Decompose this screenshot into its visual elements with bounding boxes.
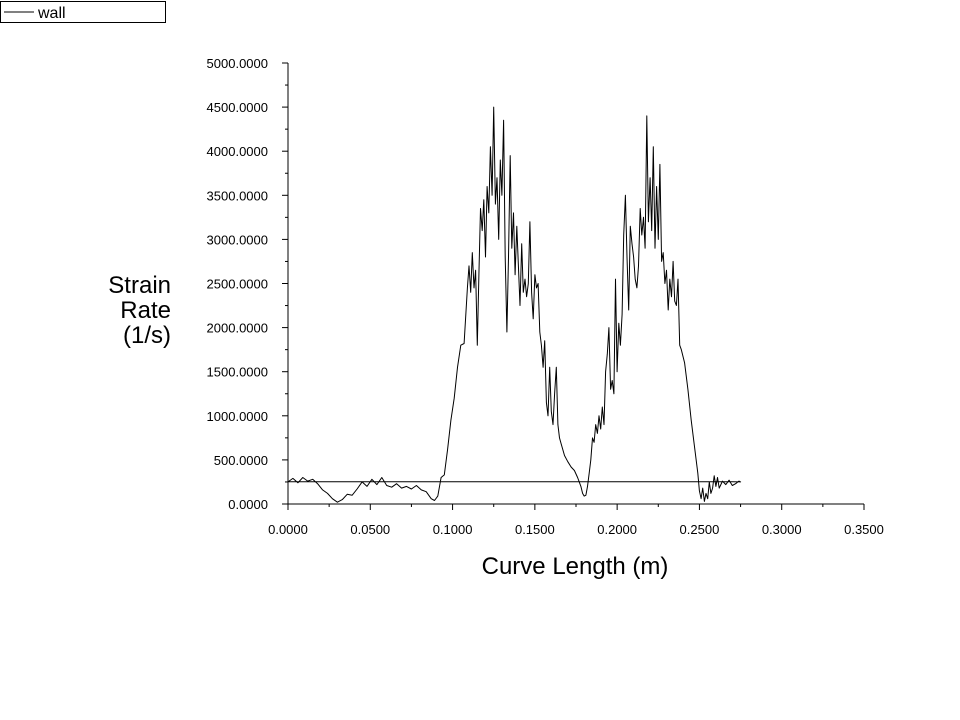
legend-label: wall: [37, 5, 66, 22]
y-axis-title-line-2: Rate: [120, 297, 171, 324]
y-axis-title-line-3: (1/s): [123, 322, 171, 349]
y-tick-label: 2000.0000: [207, 321, 268, 336]
y-axis-title-line-1: Strain: [108, 272, 171, 299]
x-tick-label: 0.2500: [680, 522, 720, 537]
series-line-wall: [287, 106, 742, 503]
y-tick-label: 1500.0000: [207, 365, 268, 380]
y-tick-label: 500.0000: [214, 453, 268, 468]
x-tick-label: 0.3000: [762, 522, 802, 537]
x-tick-label: 0.0000: [268, 522, 308, 537]
x-tick-label: 0.2000: [597, 522, 637, 537]
x-tick-label: 0.1500: [515, 522, 555, 537]
x-tick-label: 0.0500: [350, 522, 390, 537]
y-tick-label: 5000.0000: [207, 56, 268, 71]
x-tick-label: 0.1000: [433, 522, 473, 537]
legend-box: [0, 1, 166, 23]
x-tick-label: 0.3500: [844, 522, 884, 537]
legend: wall: [0, 1, 166, 23]
y-tick-label: 4500.0000: [207, 100, 268, 115]
y-ticks: 0.0000 500.0000 1000.0000 1500.0000 2000.000…: [207, 56, 288, 512]
x-axis-title: Curve Length (m): [482, 553, 669, 580]
y-tick-label: 3500.0000: [207, 188, 268, 203]
y-tick-label: 2500.0000: [207, 277, 268, 292]
y-tick-label: 1000.0000: [207, 409, 268, 424]
y-tick-label: 4000.0000: [207, 144, 268, 159]
y-tick-label: 0.0000: [228, 497, 268, 512]
series-group: [287, 106, 742, 503]
y-tick-label: 3000.0000: [207, 232, 268, 247]
axes: 0.0000 500.0000 1000.0000 1500.0000 2000.000…: [207, 56, 884, 537]
y-axis-title: Strain Rate (1/s): [108, 272, 171, 349]
x-ticks: 0.0000 0.0500 0.1000 0.1500 0.2000 0.2500 0.30…: [268, 504, 884, 537]
